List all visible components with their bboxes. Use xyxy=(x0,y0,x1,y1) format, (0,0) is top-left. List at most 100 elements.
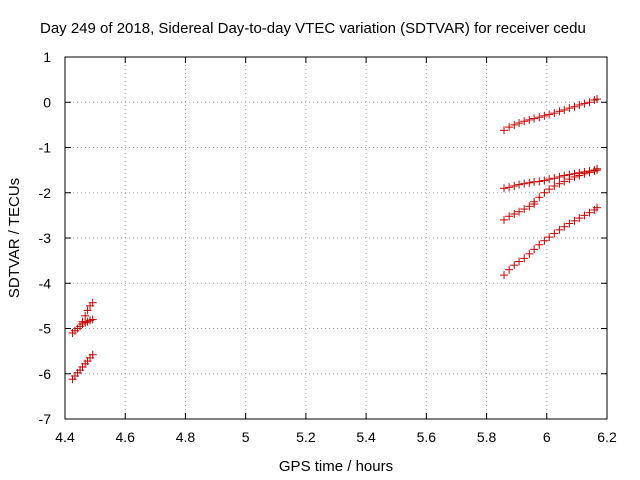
data-point xyxy=(515,207,524,216)
data-point xyxy=(560,222,569,231)
data-point xyxy=(535,240,544,249)
series-6 xyxy=(530,166,602,206)
data-point xyxy=(78,317,87,326)
series-5 xyxy=(500,164,602,193)
data-point xyxy=(520,205,529,214)
data-point xyxy=(540,176,549,185)
data-point xyxy=(550,229,559,238)
y-tick-label: -1 xyxy=(39,140,52,156)
data-point xyxy=(550,181,559,190)
data-point xyxy=(550,174,559,183)
data-point xyxy=(545,185,554,194)
data-point xyxy=(565,175,574,184)
data-point xyxy=(575,171,584,180)
x-tick-label: 4.6 xyxy=(115,429,135,445)
data-point xyxy=(565,104,574,113)
data-point xyxy=(560,105,569,114)
y-tick-label: 0 xyxy=(43,94,51,110)
data-point xyxy=(575,100,584,109)
data-points xyxy=(68,95,602,384)
x-tick-label: 5.6 xyxy=(417,429,437,445)
data-point xyxy=(525,115,534,124)
data-point xyxy=(570,216,579,225)
data-point xyxy=(530,200,539,209)
data-point xyxy=(520,179,529,188)
data-point xyxy=(510,120,519,129)
data-point xyxy=(535,113,544,122)
data-point xyxy=(530,245,539,254)
x-tick-label: 4.8 xyxy=(176,429,196,445)
data-point xyxy=(88,298,97,307)
series-8 xyxy=(500,203,602,280)
data-point xyxy=(88,315,97,324)
data-point xyxy=(565,219,574,228)
data-point xyxy=(505,123,514,132)
data-point xyxy=(83,306,92,315)
data-point xyxy=(555,172,564,181)
data-point xyxy=(580,169,589,178)
data-point xyxy=(550,109,559,118)
x-tick-label: 4.4 xyxy=(55,429,75,445)
series-2 xyxy=(78,298,97,326)
y-axis-label: SDTVAR / TECUs xyxy=(6,178,23,298)
data-point xyxy=(525,178,534,187)
data-point xyxy=(593,95,602,104)
data-point xyxy=(515,180,524,189)
y-tick-label: -2 xyxy=(39,185,52,201)
x-tick-label: 5 xyxy=(242,429,250,445)
data-point xyxy=(505,183,514,192)
x-tick-label: 5.8 xyxy=(477,429,497,445)
series-7 xyxy=(500,200,539,224)
data-point xyxy=(555,179,564,188)
data-point xyxy=(510,210,519,219)
data-point xyxy=(545,233,554,242)
y-tick-label: -4 xyxy=(39,275,52,291)
data-point xyxy=(555,225,564,234)
y-tick-label: -5 xyxy=(39,321,52,337)
data-point xyxy=(545,175,554,184)
data-point xyxy=(585,98,594,107)
data-point xyxy=(525,202,534,211)
data-point xyxy=(505,265,514,274)
axis-ticks xyxy=(64,56,608,420)
data-point xyxy=(580,211,589,220)
data-point xyxy=(560,177,569,186)
data-point xyxy=(500,184,509,193)
data-point xyxy=(510,181,519,190)
data-point xyxy=(510,261,519,270)
y-tick-label: -6 xyxy=(39,366,52,382)
tick-labels: 4.4 4.6 4.8 5 5.2 5.4 5.6 5.8 6 6.2 1 0 -1 -2 -3 -4 -5 -6… xyxy=(39,49,617,445)
data-point xyxy=(515,119,524,128)
data-point xyxy=(88,350,97,359)
data-point xyxy=(570,172,579,181)
data-point xyxy=(530,114,539,123)
data-point xyxy=(540,236,549,245)
chart-title: Day 249 of 2018, Sidereal Day-to-day VTE… xyxy=(40,20,586,37)
x-tick-label: 6.2 xyxy=(597,429,617,445)
x-tick-label: 5.2 xyxy=(296,429,316,445)
series-4 xyxy=(500,95,602,135)
data-point xyxy=(515,257,524,266)
data-point xyxy=(555,107,564,116)
x-axis-label: GPS time / hours xyxy=(279,458,393,475)
data-point xyxy=(535,193,544,202)
data-point xyxy=(500,126,509,135)
y-tick-label: -3 xyxy=(39,230,52,246)
data-point xyxy=(580,99,589,108)
data-point xyxy=(570,102,579,111)
data-point xyxy=(540,188,549,197)
y-tick-label: -7 xyxy=(39,411,52,427)
data-point xyxy=(520,117,529,126)
data-point xyxy=(593,166,602,175)
data-point xyxy=(545,110,554,119)
series-3 xyxy=(68,350,97,384)
x-tick-label: 6 xyxy=(543,429,551,445)
data-point xyxy=(81,311,90,320)
data-point xyxy=(585,208,594,217)
data-point xyxy=(593,203,602,212)
data-point xyxy=(535,177,544,186)
data-point xyxy=(525,249,534,258)
data-point xyxy=(540,111,549,120)
data-point xyxy=(520,254,529,263)
